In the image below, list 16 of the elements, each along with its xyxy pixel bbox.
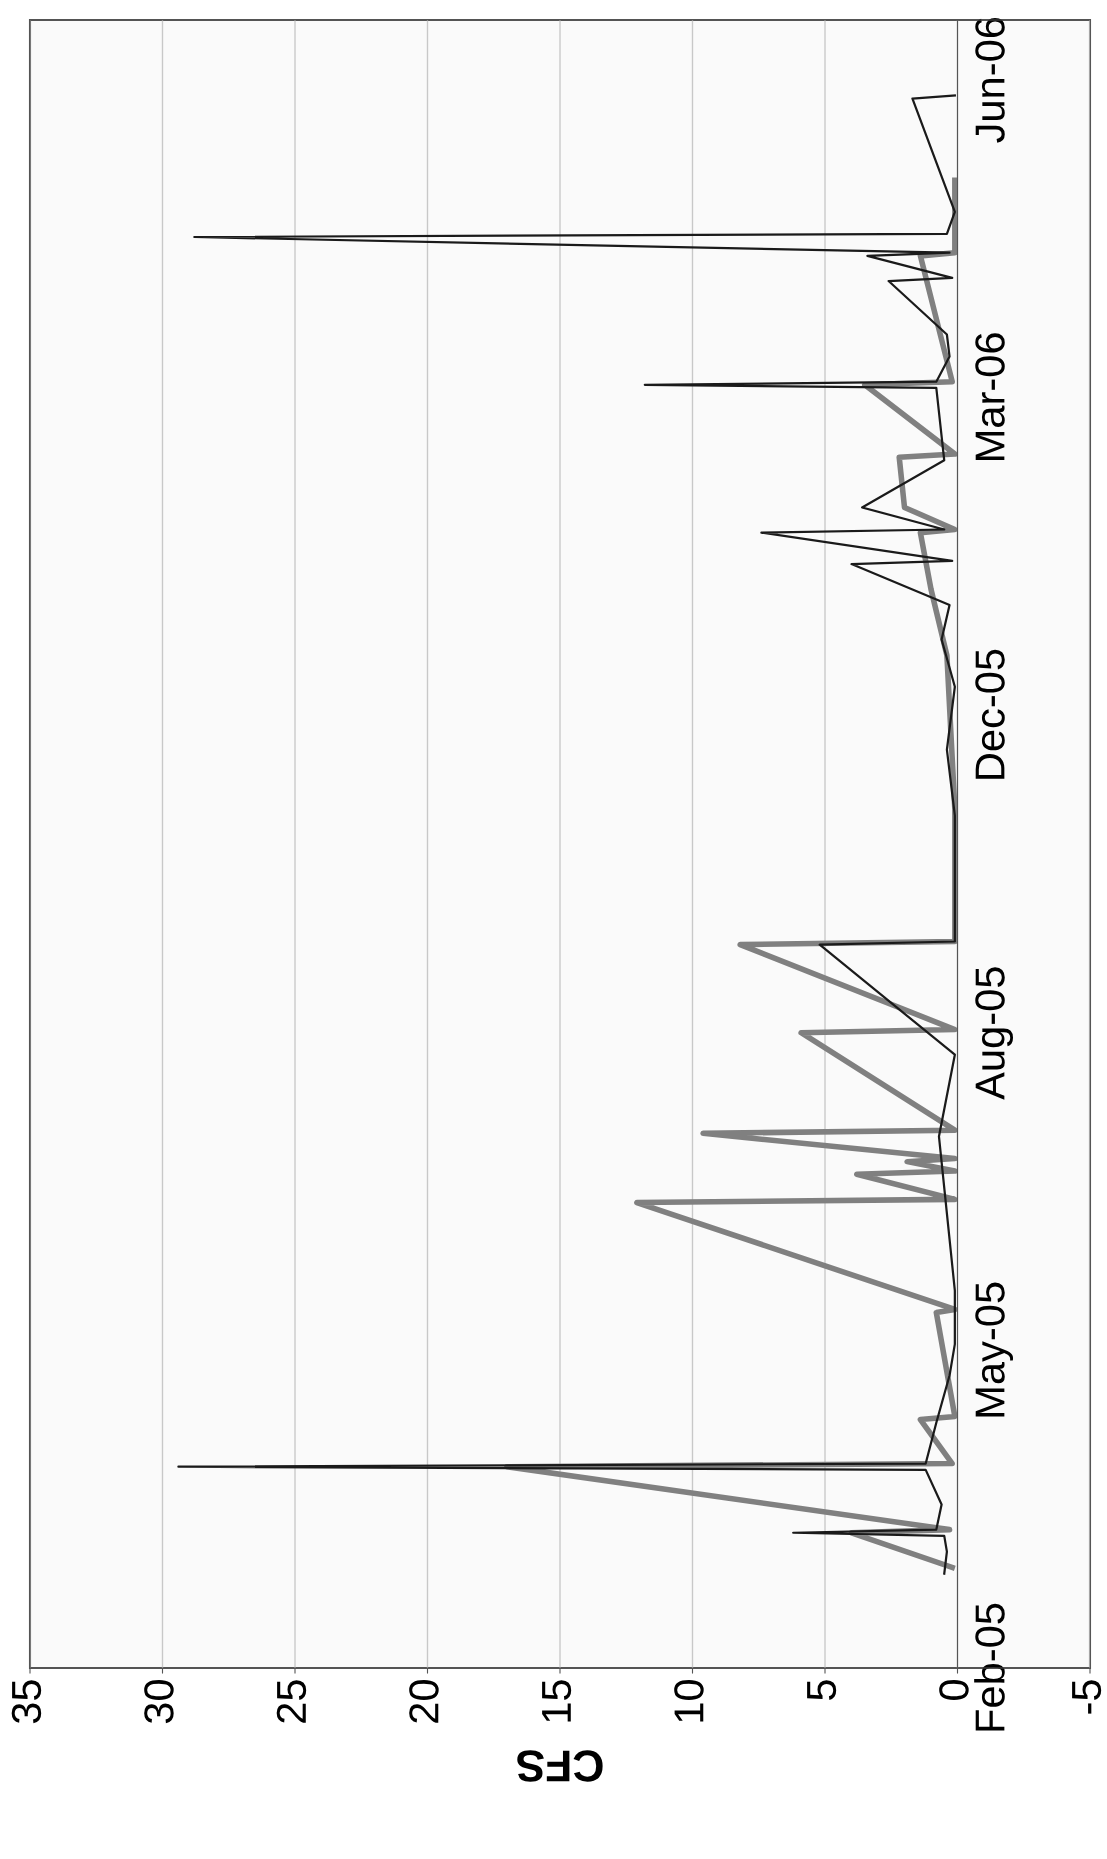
y-tick-label: Jun-06 — [975, 17, 1005, 143]
y-tick-label: Mar-06 — [975, 333, 1005, 460]
x-tick-label: 30 — [144, 1680, 174, 1724]
x-tick-label: 15 — [542, 1680, 572, 1722]
y-tick-label: Dec-05 — [975, 649, 1005, 779]
x-tick-label: -5 — [1072, 1680, 1102, 1714]
y-tick-label: May-05 — [975, 1282, 1014, 1417]
x-tick-label: 10 — [674, 1680, 704, 1722]
x-tick-label: 20 — [409, 1680, 439, 1723]
x-axis-title: CFS — [517, 1750, 603, 1782]
x-tick-label: 0 — [939, 1680, 969, 1700]
x-tick-label: 35 — [11, 1680, 42, 1724]
x-tick-label: 25 — [276, 1680, 307, 1723]
y-tick-label: Aug-05 — [975, 967, 1014, 1100]
x-tick-label: 5 — [807, 1680, 837, 1700]
y-tick-label: Feb-05 — [974, 1603, 1005, 1731]
